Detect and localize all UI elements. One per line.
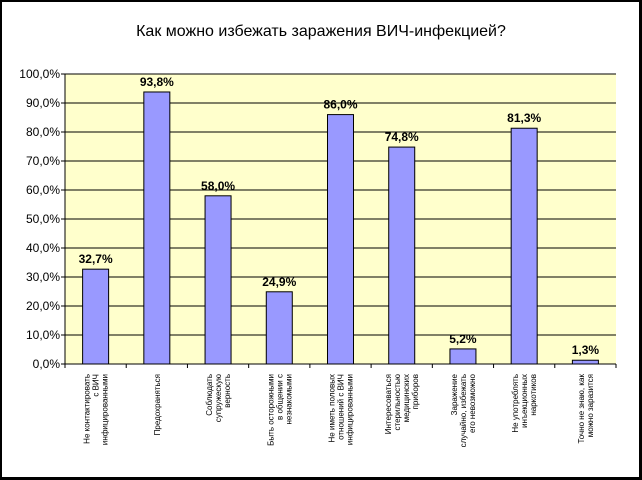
data-label: 58,0% <box>201 179 235 193</box>
data-labels: 32,7% 93,8% 58,0% 24,9% 86,0% 74,8% 5,2% 81,3% 1… <box>79 75 600 357</box>
x-tick-label: Быть осторожнымив общении снезнакомыми <box>266 374 293 446</box>
bars <box>82 91 599 365</box>
svg-text:Заражениеслучайно, избежатьего: Заражениеслучайно, избежатьего невозможн… <box>450 373 477 447</box>
bar <box>82 268 110 365</box>
y-tick-label: 50,0% <box>26 212 60 226</box>
svg-text:Не иметь половыхотношений с ВИ: Не иметь половыхотношений с ВИЧинфициров… <box>328 374 355 445</box>
y-tick-label: 0,0% <box>33 357 61 371</box>
svg-text:Соблюдатьсупружескуюверность: Соблюдатьсупружескуюверность <box>205 374 232 422</box>
x-tick-label: Заражениеслучайно, избежатьего невозможн… <box>450 373 477 447</box>
data-label: 81,3% <box>507 111 541 125</box>
x-tick-label: Не употреблятьинъекционныхнаркотиков <box>511 374 538 433</box>
x-tick-label: Не контактироватьс ВИЧинфицированными <box>83 374 110 445</box>
x-tick-label: Точно не знаю, какможно заразится <box>577 374 595 444</box>
bar <box>388 146 416 365</box>
y-tick-label: 40,0% <box>26 241 60 255</box>
y-axis-tick-labels: 0,0% 10,0% 20,0% 30,0% 40,0% 50,0% 60,0% 70,0% 8… <box>19 67 65 371</box>
bar <box>143 91 171 365</box>
bar <box>449 348 477 365</box>
bar <box>204 195 232 365</box>
x-tick-label: Соблюдатьсупружескуюверность <box>205 374 232 422</box>
data-label: 5,2% <box>449 332 477 346</box>
data-label: 1,3% <box>572 343 600 357</box>
svg-text:Предохраняться: Предохраняться <box>153 374 162 435</box>
bar <box>265 291 293 365</box>
svg-text:Не употреблятьинъекционныхнарк: Не употреблятьинъекционныхнаркотиков <box>511 374 538 433</box>
bar <box>571 359 599 365</box>
y-tick-label: 100,0% <box>19 67 60 81</box>
svg-text:Быть осторожнымив общении снез: Быть осторожнымив общении снезнакомыми <box>266 374 293 446</box>
y-tick-label: 60,0% <box>26 183 60 197</box>
data-label: 93,8% <box>140 75 174 89</box>
svg-text:Интересоватьсястерильностьюмед: Интересоватьсястерильностьюмедицинскихпр… <box>384 374 420 434</box>
axes <box>64 74 616 365</box>
x-tick-label: Предохраняться <box>153 374 162 435</box>
bar <box>510 127 538 365</box>
svg-text:Не контактироватьс ВИЧинфициро: Не контактироватьс ВИЧинфицированными <box>83 374 110 445</box>
svg-text:Точно не знаю, какможно зарази: Точно не знаю, какможно заразится <box>577 374 595 444</box>
x-tick-label: Не иметь половыхотношений с ВИЧинфициров… <box>328 374 355 445</box>
y-tick-label: 10,0% <box>26 328 60 342</box>
y-tick-label: 30,0% <box>26 270 60 284</box>
chart-title: Как можно избежать заражения ВИЧ-инфекци… <box>136 23 506 40</box>
y-tick-label: 90,0% <box>26 96 60 110</box>
x-tick-label: Интересоватьсястерильностьюмедицинскихпр… <box>384 374 420 434</box>
data-label: 32,7% <box>79 252 113 266</box>
data-label: 74,8% <box>385 130 419 144</box>
y-tick-label: 70,0% <box>26 154 60 168</box>
data-label: 24,9% <box>262 275 296 289</box>
y-tick-label: 20,0% <box>26 299 60 313</box>
bar <box>327 114 354 365</box>
data-label: 86,0% <box>323 98 357 112</box>
y-tick-label: 80,0% <box>26 125 60 139</box>
x-axis-tick-labels: Не контактироватьс ВИЧинфицированными Пре… <box>64 364 617 447</box>
